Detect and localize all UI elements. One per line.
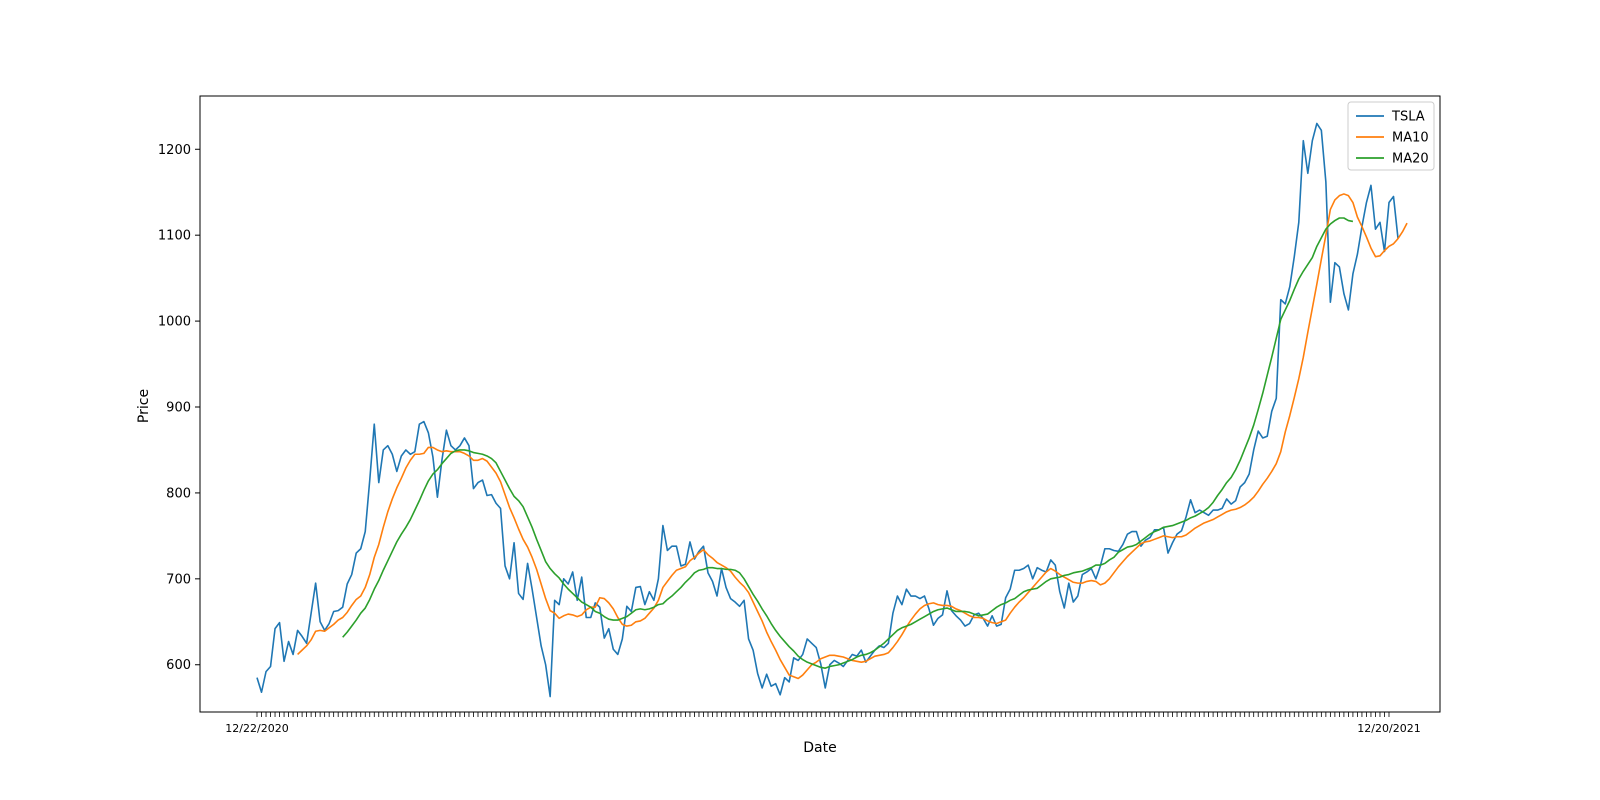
y-axis: 600 700 800 900 1000 1100 1200 — [158, 143, 200, 673]
legend-box — [1347, 101, 1435, 171]
series-line-tsla — [256, 122, 1399, 698]
y-tick-label: 800 — [166, 486, 191, 501]
y-tick-label: 1000 — [158, 315, 191, 330]
plot-frame — [199, 95, 1441, 713]
series-line-ma20 — [342, 217, 1354, 669]
legend: TSLA MA10 MA20 — [1347, 101, 1435, 171]
y-tick-label: 900 — [166, 401, 191, 416]
y-tick-label: 600 — [166, 658, 191, 673]
series-line-ma10 — [297, 193, 1408, 680]
legend-label-ma10: MA10 — [1392, 131, 1429, 146]
x-tick-label-last: 12/20/2021 — [1357, 722, 1420, 735]
y-tick-label: 700 — [166, 572, 191, 587]
x-tick-label-first: 12/22/2020 — [225, 722, 288, 735]
legend-label-tsla: TSLA — [1391, 110, 1425, 125]
x-axis: 12/22/2020 12/20/2021 — [225, 712, 1421, 735]
x-axis-label: Date — [803, 740, 836, 756]
y-axis-label: Price — [136, 389, 152, 423]
legend-label-ma20: MA20 — [1392, 152, 1429, 167]
y-tick-label: 1200 — [158, 143, 191, 158]
series-layer — [256, 122, 1408, 698]
y-tick-label: 1100 — [158, 229, 191, 244]
